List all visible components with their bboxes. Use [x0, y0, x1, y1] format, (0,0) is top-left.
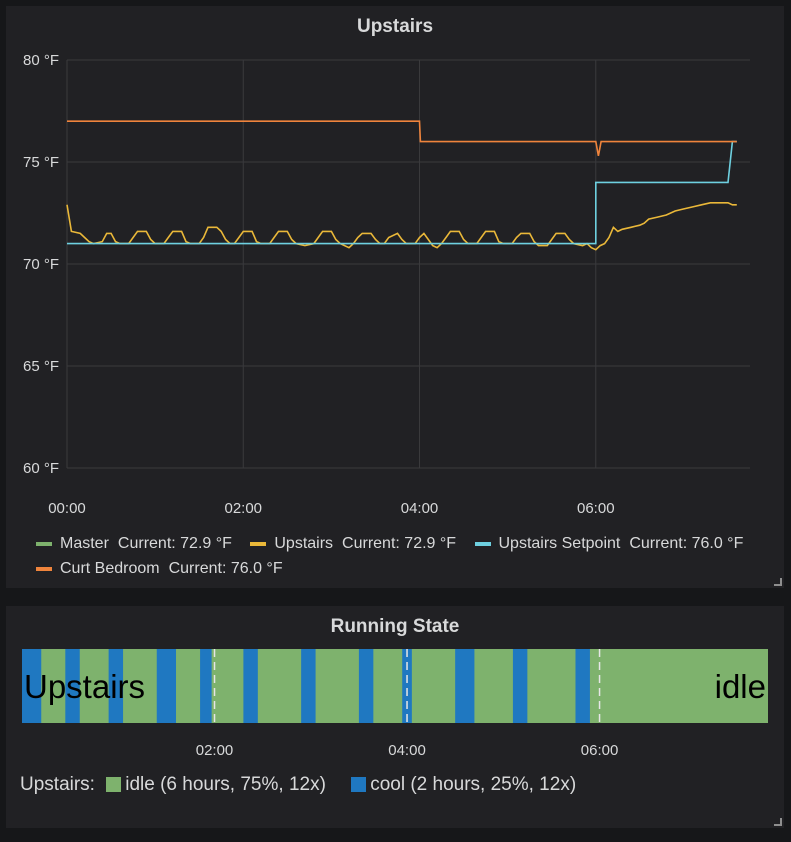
state-segment-cool	[575, 649, 590, 723]
state-segment-cool	[455, 649, 475, 723]
legend-current: Current: 72.9 °F	[117, 535, 232, 552]
state-segment-cool	[301, 649, 316, 723]
current-state-label: idle	[715, 668, 766, 705]
master-swatch	[36, 542, 52, 546]
legend-item-curt-bedroom[interactable]: Curt Bedroom Current: 76.0 °F	[36, 560, 283, 578]
state-segment-cool	[200, 649, 212, 723]
legend-item-idle[interactable]: idle (6 hours, 75%, 12x)	[106, 774, 331, 795]
x-tick-label: 00:00	[48, 500, 86, 517]
series-line-upstairs	[66, 202, 737, 251]
legend-label: Curt Bedroom	[60, 560, 160, 577]
legend-label: cool (2 hours, 25%, 12x)	[370, 774, 577, 795]
legend-item-master[interactable]: Master Current: 72.9 °F	[36, 535, 232, 553]
x-tick-label: 02:00	[224, 500, 262, 517]
legend-label: Upstairs	[274, 535, 334, 552]
legend-row: Master Current: 72.9 °F Upstairs Current…	[36, 533, 757, 553]
x-tick-label: 02:00	[196, 742, 234, 759]
state-segment-cool	[358, 649, 374, 723]
x-tick-label: 06:00	[577, 500, 615, 517]
curt-bedroom-swatch	[36, 567, 52, 571]
state-segment-cool	[22, 649, 42, 723]
upstairs-swatch	[250, 542, 267, 546]
panel-title: Running State	[330, 616, 460, 637]
state-segment-idle	[22, 649, 768, 723]
state-legend: Upstairs: idle (6 hours, 75%, 12x) cool …	[20, 774, 576, 796]
legend-current: Current: 76.0 °F	[629, 535, 744, 552]
x-tick-label: 04:00	[388, 742, 426, 759]
legend-item-upstairs[interactable]: Upstairs Current: 72.9 °F	[250, 535, 456, 553]
line-chart: 80 °F 75 °F 70 °F 65 °F 60 °F 00:00 02:00 04:00…	[23, 52, 750, 517]
state-segment-cool	[156, 649, 177, 723]
state-legend-prefix: Upstairs:	[20, 774, 95, 795]
running-state-panel: Running State 02:00 04:00 06:00 Upstairs idl…	[6, 606, 784, 828]
state-timeline: 02:00 04:00 06:00 Upstairs idle	[22, 649, 768, 759]
y-tick-label: 80 °F	[23, 52, 59, 69]
legend-row: Curt Bedroom Current: 76.0 °F	[36, 558, 297, 578]
state-segment-cool	[243, 649, 258, 723]
state-segment-cool	[108, 649, 124, 723]
idle-swatch	[106, 777, 122, 792]
setpoint-swatch	[474, 542, 491, 546]
resize-handle-icon[interactable]	[774, 818, 782, 826]
resize-handle-icon[interactable]	[774, 578, 782, 586]
y-tick-label: 75 °F	[23, 154, 59, 171]
row-label: Upstairs	[24, 668, 145, 705]
y-tick-label: 65 °F	[23, 358, 59, 375]
y-tick-label: 70 °F	[23, 256, 59, 273]
x-tick-label: 06:00	[581, 742, 619, 759]
x-tick-label: 04:00	[401, 500, 439, 517]
series-line-curt-bedroom	[67, 120, 737, 157]
y-tick-label: 60 °F	[23, 460, 59, 477]
legend-current: Current: 72.9 °F	[342, 535, 457, 552]
legend-current: Current: 76.0 °F	[168, 560, 283, 577]
legend-label: Master	[60, 535, 109, 552]
legend-item-cool[interactable]: cool (2 hours, 25%, 12x)	[351, 774, 576, 795]
legend-item-upstairs-setpoint[interactable]: Upstairs Setpoint Current: 76.0 °F	[474, 535, 744, 553]
state-segment-cool	[402, 649, 412, 723]
panel-title: Upstairs	[356, 16, 434, 37]
state-segment-cool	[65, 649, 80, 723]
state-segment-cool	[512, 649, 528, 723]
legend-label: idle (6 hours, 75%, 12x)	[125, 774, 326, 795]
upstairs-panel: Upstairs 80 °F 75 °F 70 °F 65 °F 60 °F 00:00 0…	[6, 6, 784, 588]
series-line-upstairs-setpoint	[67, 140, 737, 245]
legend-label: Upstairs Setpoint	[498, 535, 621, 552]
cool-swatch	[351, 777, 367, 792]
